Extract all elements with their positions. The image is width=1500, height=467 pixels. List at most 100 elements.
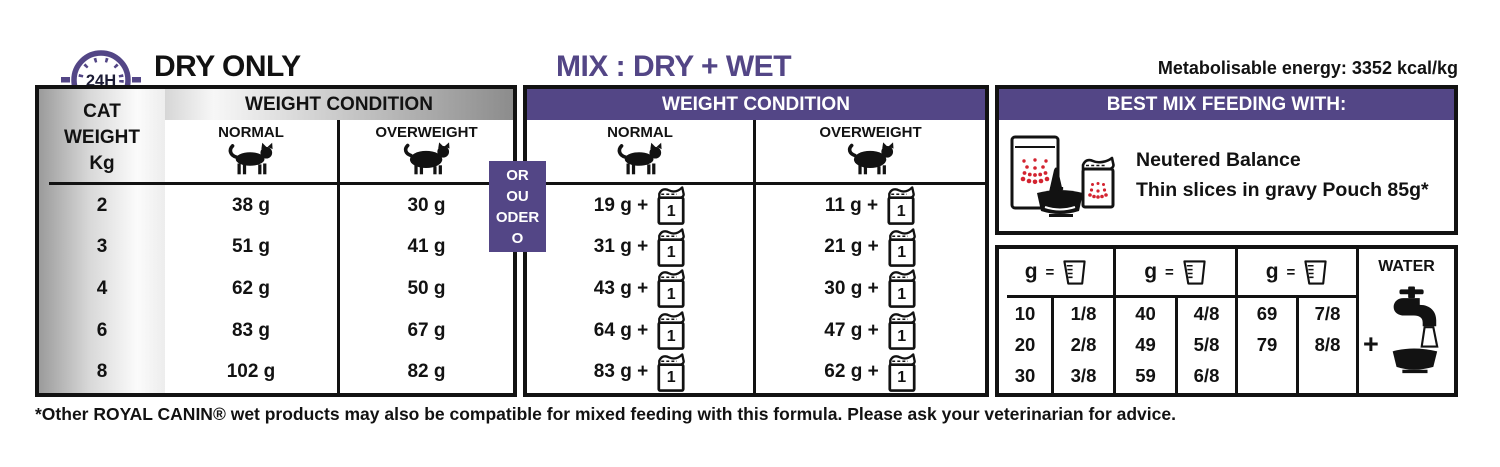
mix-header-divider [535, 182, 985, 185]
wet-pouch-icon: 1 [887, 268, 917, 309]
table-row: 20 2/8 49 5/8 79 8/8 [999, 329, 1356, 360]
footnote: *Other ROYAL CANIN® wet products may als… [35, 404, 1176, 424]
cup-fraction: 8/8 [1314, 333, 1341, 355]
overweight-label: OVERWEIGHT [819, 124, 922, 141]
subcolumn-divider [1051, 295, 1054, 393]
mix-dry-amount: 47 g + [824, 319, 879, 341]
wet-pouch-icon: 1 [656, 268, 686, 309]
table-row: 4 62 g 50 g [39, 268, 513, 310]
dry-only-title: DRY ONLY [154, 50, 301, 83]
mix-overweight-value: 11 g + 1 [756, 185, 985, 226]
measuring-cup-icon [1063, 259, 1086, 285]
mix-normal-value: 64 g + 1 [527, 310, 753, 351]
cup-fraction: 3/8 [1070, 364, 1097, 386]
dry-feeding-table: WEIGHT CONDITION CAT WEIGHT Kg NORMAL OV… [35, 85, 517, 397]
mix-normal-value: 83 g + 1 [527, 352, 753, 393]
table-row: 19 g + 1 11 g + 1 [527, 185, 985, 227]
crown-logo-icon [1088, 182, 1108, 199]
dry-normal-value: 62 g [231, 277, 271, 299]
table-row: 8 102 g 82 g [39, 351, 513, 393]
cat-weight-value: 3 [96, 236, 108, 258]
dry-overweight-value: 41 g [407, 236, 446, 258]
normal-label: NORMAL [218, 124, 284, 141]
or-badge: OR OU ODER O [489, 161, 546, 252]
best-mix-box: BEST MIX FEEDING WITH: [995, 85, 1458, 235]
mix-column-divider [753, 120, 756, 393]
mix-dry-amount: 11 g + [824, 194, 879, 216]
mix-table-rows: 19 g + 1 11 g + 1 31 g + [527, 185, 985, 393]
mix-overweight-value: 30 g + 1 [756, 268, 985, 309]
plus-sign: + [1363, 329, 1379, 359]
dry-overweight-value: 82 g [407, 361, 446, 383]
dry-header-divider [49, 182, 513, 185]
dry-normal-value: 51 g [231, 236, 271, 258]
subcolumn-divider [1296, 295, 1299, 393]
wet-pouch-icon: 1 [656, 310, 686, 351]
mix-normal-value: 31 g + 1 [527, 227, 753, 268]
measuring-cup-icon [1183, 259, 1206, 285]
pouch-count: 1 [897, 244, 907, 262]
cat-overweight-icon [847, 142, 893, 175]
dry-normal-value: 102 g [226, 361, 276, 383]
pouch-count: 1 [666, 285, 676, 303]
kibble-bag-bowl-pouch-icon [1009, 133, 1121, 230]
table-row: 64 g + 1 47 g + 1 [527, 310, 985, 352]
dry-table-rows: 2 38 g 30 g 3 51 g 41 g 4 62 g 50 g 6 83… [39, 185, 513, 393]
overweight-label: OVERWEIGHT [375, 124, 478, 141]
grams-value: 59 [1135, 364, 1156, 386]
dry-overweight-value: 67 g [407, 319, 446, 341]
dry-overweight-column-header: OVERWEIGHT [340, 124, 513, 182]
water-column-divider [1356, 249, 1359, 393]
grams-value: 30 [1014, 364, 1036, 386]
equals-sign: = [1165, 263, 1174, 281]
metabolisable-energy-note: Metabolisable energy: 3352 kcal/kg [1157, 58, 1458, 78]
mix-dry-amount: 19 g + [593, 194, 649, 216]
dry-overweight-value: 30 g [407, 194, 446, 216]
cat-overweight-icon [403, 142, 449, 175]
group2-header: g = [1116, 249, 1235, 295]
wet-pouch-icon: 1 [886, 185, 916, 226]
wet-pouch-icon: 1 [656, 185, 686, 226]
wet-pouch-icon: 1 [887, 227, 917, 268]
wet-pouch-icon: 1 [887, 310, 917, 351]
cat-weight-value: 6 [96, 319, 108, 341]
dry-weight-condition-header: WEIGHT CONDITION [165, 89, 513, 120]
mix-dry-amount: 64 g + [593, 319, 649, 341]
cat-weight-value: 8 [96, 361, 108, 383]
mix-overweight-value: 21 g + 1 [756, 227, 985, 268]
cup-fraction: 7/8 [1314, 302, 1341, 324]
wet-pouch-icon: 1 [887, 352, 917, 393]
subcolumn-divider [1175, 295, 1178, 393]
cat-weight-value: 4 [96, 277, 108, 299]
best-mix-header: BEST MIX FEEDING WITH: [999, 89, 1454, 120]
table-row: 6 83 g 67 g [39, 310, 513, 352]
mix-overweight-column-header: OVERWEIGHT [756, 124, 985, 182]
table-row: 10 1/8 40 4/8 69 7/8 [999, 298, 1356, 329]
plus-sign: + [1049, 173, 1065, 203]
table-row: 31 g + 1 21 g + 1 [527, 227, 985, 269]
wet-pouch-icon: 1 [656, 227, 686, 268]
cup-fraction: 4/8 [1193, 302, 1220, 324]
grams-value: 20 [1014, 333, 1036, 355]
table-row: 3 51 g 41 g [39, 227, 513, 269]
mix-dry-amount: 83 g + [593, 361, 649, 383]
pouch-count: 1 [897, 327, 907, 345]
pouch-count: 1 [666, 202, 676, 220]
wet-pouch-icon: 1 [656, 352, 686, 393]
pouch-count: 1 [896, 202, 906, 220]
mix-normal-column-header: NORMAL [527, 124, 753, 182]
pouch-count: 1 [897, 369, 907, 387]
dry-normal-value: 83 g [231, 319, 271, 341]
group-divider [1113, 249, 1116, 393]
product-name: Neutered Balance [1136, 149, 1301, 171]
pouch-count: 1 [897, 285, 907, 303]
dry-overweight-value: 50 g [407, 277, 446, 299]
svg-text:24H: 24H [86, 72, 116, 85]
clock-24h-icon: 24H [60, 38, 142, 85]
mix-weight-condition-header: WEIGHT CONDITION [527, 89, 985, 120]
cat-normal-icon [228, 142, 273, 175]
grams-value: 40 [1135, 302, 1156, 324]
dry-normal-value: 38 g [231, 194, 271, 216]
mix-feeding-table: WEIGHT CONDITION NORMAL OVERWEIGHT [523, 85, 989, 397]
mix-dry-amount: 30 g + [824, 277, 879, 299]
